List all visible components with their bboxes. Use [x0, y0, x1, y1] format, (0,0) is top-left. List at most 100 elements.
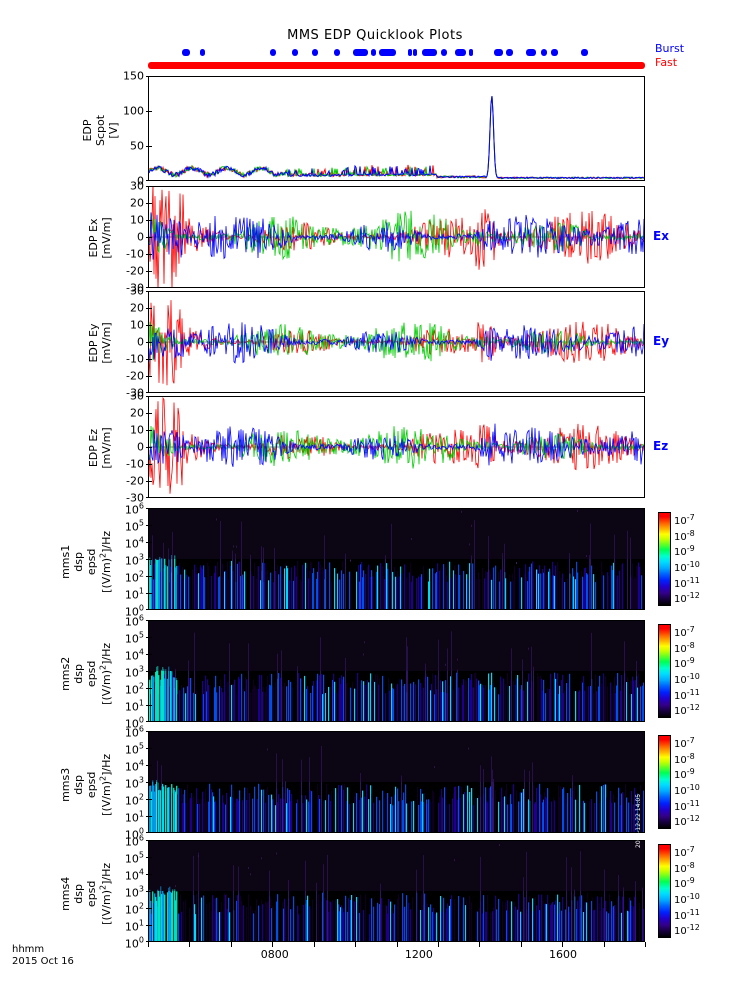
yaxis-tick-mark [146, 376, 152, 377]
plot-panel-mms3-epsd[interactable] [148, 731, 645, 833]
series-label-ez: Ez [653, 439, 669, 453]
burst-interval-marker [269, 49, 276, 56]
yaxis-tick-mark [146, 637, 152, 638]
burst-interval-marker [378, 49, 397, 56]
yaxis-label-line: mms1 [59, 544, 73, 579]
yaxis-tick-mark [146, 857, 152, 858]
yaxis-tick-mark [146, 308, 152, 309]
burst-interval-marker [494, 49, 504, 56]
yaxis-tick-label: -20 [126, 264, 144, 278]
yaxis-tick-label: 106 [124, 724, 144, 740]
yaxis-label-scpot: EDP Scpot [V] [81, 78, 120, 183]
yaxis-label-line: EDP Ex [87, 218, 100, 258]
yaxis-tick-mark [146, 688, 152, 689]
colorbar-mms3-epsd [658, 735, 671, 829]
yaxis-label-mms4-epsd: mms4 dsp epsd [(V/m)2]/Hz [59, 843, 113, 945]
burst-interval-marker [469, 49, 474, 56]
colorbar-tick-label: 10-12 [674, 590, 700, 606]
yaxis-tick-mark [146, 146, 152, 147]
yaxis-tick-mark [146, 908, 152, 909]
yaxis-ey: -30 -20 -10 0 10 20 30 [108, 286, 152, 399]
yaxis-tick-mark [146, 254, 152, 255]
yaxis-tick-label: 150 [123, 69, 144, 83]
yaxis-label-mms2-epsd: mms2 dsp epsd [(V/m)2]/Hz [59, 623, 113, 725]
colorbar-tick-label: 10-11 [674, 907, 700, 922]
colorbar-tick-label: 10-12 [674, 922, 700, 938]
yaxis-tick-label: 105 [124, 518, 144, 534]
colorbar-tick-label: 10-9 [674, 766, 695, 782]
yaxis-label-line: [(V/m)2]/Hz [98, 642, 113, 705]
plot-panel-mms4-epsd[interactable] [148, 840, 645, 942]
yaxis-tick-mark [146, 271, 152, 272]
yaxis-tick-mark [146, 525, 152, 526]
yaxis-tick-label: -10 [126, 247, 144, 261]
yaxis-mms4-epsd: 100 101 102 103 104 105 106 [108, 834, 152, 949]
yaxis-tick-mark [146, 799, 152, 800]
yaxis-label-line: epsd [85, 660, 99, 688]
yaxis-tick-label: 50 [130, 139, 144, 153]
xaxis-hhmm-label: hhmm [12, 944, 45, 955]
plot-panel-mms1-epsd[interactable] [148, 508, 645, 610]
yaxis-tick-mark [146, 542, 152, 543]
yaxis-tick-label: 104 [124, 758, 144, 774]
yaxis-tick-mark [146, 464, 152, 465]
yaxis-tick-mark [146, 576, 152, 577]
yaxis-tick-mark [146, 816, 152, 817]
yaxis-label-line: mms2 [59, 656, 73, 691]
burst-interval-marker [312, 49, 318, 56]
yaxis-tick-label: 104 [124, 535, 144, 551]
yaxis-scpot: 0 50 100 150 [108, 71, 152, 187]
plot-panel-ex[interactable] [148, 186, 645, 288]
colorbar-mms1-epsd [658, 512, 671, 606]
yaxis-tick-label: 30 [130, 389, 144, 403]
colorbar-mms4-epsd [658, 844, 671, 938]
yaxis-tick-label: 101 [124, 586, 144, 602]
yaxis-tick-mark [146, 782, 152, 783]
yaxis-tick-mark [146, 671, 152, 672]
yaxis-label-ex: EDP Ex [mV/m] [87, 187, 113, 289]
plot-panel-ey[interactable] [148, 291, 645, 393]
yaxis-label-mms3-epsd: mms3 dsp epsd [(V/m)2]/Hz [59, 734, 113, 836]
yaxis-tick-mark [146, 76, 152, 77]
yaxis-label-line: mms3 [59, 767, 73, 802]
yaxis-tick-mark [146, 220, 152, 221]
plot-panel-ez[interactable] [148, 396, 645, 498]
burst-interval-marker [525, 49, 536, 56]
yaxis-tick-label: 106 [124, 833, 144, 849]
yaxis-tick-label: -10 [126, 457, 144, 471]
xaxis-tick-mark [562, 942, 564, 947]
yaxis-tick-mark [146, 593, 152, 594]
colorbar-tick-label: 10-11 [674, 687, 700, 702]
colorbar-tick-label: 10-7 [674, 735, 695, 750]
yaxis-label-line: [(V/m)2]/Hz [98, 862, 113, 925]
yaxis-tick-label: -20 [126, 474, 144, 488]
yaxis-label-line: [(V/m)2]/Hz [98, 753, 113, 816]
legend-burst-label: Burst [655, 42, 685, 55]
yaxis-label-line: [V] [106, 121, 120, 139]
yaxis-label-line: EDP Ey [87, 323, 100, 363]
yaxis-tick-mark [146, 891, 152, 892]
yaxis-label-line: dsp [72, 774, 86, 795]
yaxis-tick-label: 105 [124, 741, 144, 757]
yaxis-tick-label: -20 [126, 369, 144, 383]
burst-interval-marker [371, 49, 377, 56]
plot-panel-scpot[interactable] [148, 76, 645, 181]
plot-panel-mms2-epsd[interactable] [148, 620, 645, 722]
yaxis-tick-label: 100 [124, 826, 144, 842]
yaxis-tick-label: 104 [124, 867, 144, 883]
yaxis-tick-mark [146, 559, 152, 560]
yaxis-tick-label: 106 [124, 613, 144, 629]
series-label-ey: Ey [653, 334, 670, 348]
yaxis-tick-mark [146, 186, 152, 187]
yaxis-tick-mark [146, 765, 152, 766]
colorbar-tick-label: 10-11 [674, 798, 700, 813]
colorbar-tick-label: 10-7 [674, 512, 695, 527]
yaxis-tick-label: -30 [126, 386, 144, 400]
xaxis-tick-mark [437, 942, 439, 947]
yaxis-tick-label: 105 [124, 630, 144, 646]
colorbar-tick-label: 10-8 [674, 640, 695, 655]
yaxis-tick-label: 100 [124, 935, 144, 951]
yaxis-tick-mark [146, 654, 152, 655]
xaxis-date-label: 2015 Oct 16 [12, 956, 74, 967]
yaxis-tick-mark [146, 721, 152, 722]
